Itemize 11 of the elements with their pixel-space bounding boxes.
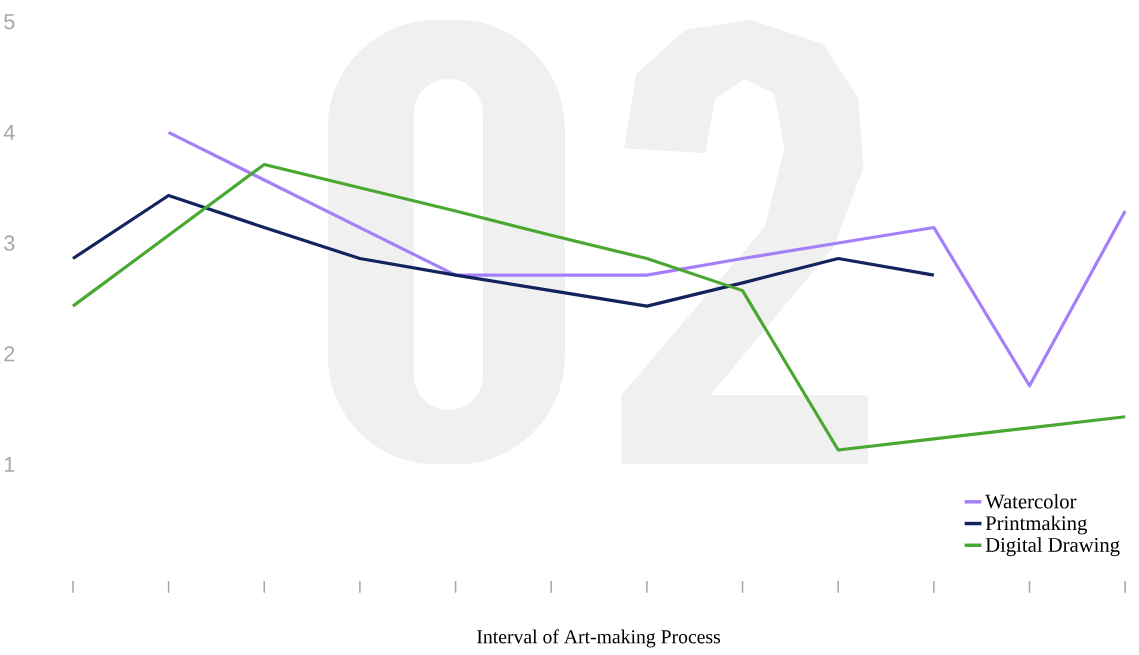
line-series	[71, 193, 936, 308]
legend-label: Watercolor	[985, 493, 1077, 509]
y-tick-label: 2	[4, 346, 15, 362]
line-series	[71, 162, 1127, 452]
text: Interval of Art-making Process	[477, 629, 721, 648]
legend-label: Digital Drawing	[985, 537, 1120, 557]
y-tick-label: 5	[4, 14, 15, 30]
legend-label: Printmaking	[985, 515, 1087, 535]
y-tick-label: 1	[4, 456, 15, 472]
y-tick-label: 4	[3, 124, 15, 140]
y-tick-label: 3	[4, 235, 15, 251]
